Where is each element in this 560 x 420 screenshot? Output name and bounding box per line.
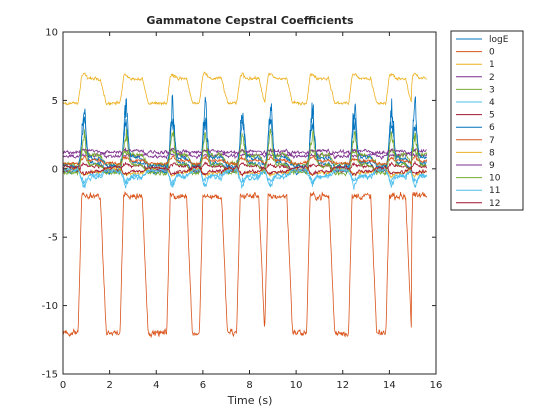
legend-label-6: 6 xyxy=(489,123,495,133)
x-tick-label: 6 xyxy=(200,380,206,391)
legend-label-1: 1 xyxy=(489,60,495,70)
x-tick-label: 4 xyxy=(153,380,159,391)
x-axis-ticks: 0 2 4 6 8 10 12 14 16 xyxy=(60,32,443,391)
legend-label-11: 11 xyxy=(489,186,500,196)
legend-label-7: 7 xyxy=(489,136,495,146)
legend-label-3: 3 xyxy=(489,85,495,95)
series-line-12 xyxy=(62,164,427,177)
legend-label-12: 12 xyxy=(489,199,500,209)
legend-label-logE: logE xyxy=(489,35,509,45)
x-tick-label: 12 xyxy=(336,380,349,391)
y-tick-label: -15 xyxy=(42,370,58,381)
legend-label-10: 10 xyxy=(489,174,501,184)
series-line-10 xyxy=(62,128,427,177)
series-layer xyxy=(62,71,428,339)
chart-title: Gammatone Cepstral Coefficients xyxy=(146,14,354,27)
x-axis-label: Time (s) xyxy=(227,394,273,407)
x-tick-label: 14 xyxy=(383,380,396,391)
legend-label-9: 9 xyxy=(489,161,495,171)
x-tick-label: 8 xyxy=(246,380,252,391)
y-tick-label: 5 xyxy=(52,96,58,107)
y-tick-label: 10 xyxy=(45,28,58,39)
legend-label-8: 8 xyxy=(489,148,495,158)
series-line-0 xyxy=(62,191,428,339)
x-tick-label: 2 xyxy=(106,380,112,391)
series-line-1 xyxy=(62,71,427,107)
y-tick-label: 0 xyxy=(52,164,58,175)
x-tick-label: 16 xyxy=(430,380,443,391)
legend-box xyxy=(450,30,524,211)
series-line-5 xyxy=(62,160,428,174)
x-tick-label: 10 xyxy=(290,380,303,391)
y-axis-ticks: 10 5 0 -5 -10 -15 xyxy=(42,28,436,381)
series-line-8 xyxy=(62,165,427,179)
series-line-7 xyxy=(62,154,428,167)
x-tick-label: 0 xyxy=(60,380,66,391)
y-tick-label: -5 xyxy=(48,233,58,244)
y-tick-label: -10 xyxy=(42,301,58,312)
legend-label-0: 0 xyxy=(489,48,495,58)
plot-area xyxy=(63,32,436,374)
legend-label-4: 4 xyxy=(489,98,495,108)
series-line-11 xyxy=(62,166,428,190)
series-line-6 xyxy=(62,116,428,170)
legend-label-5: 5 xyxy=(489,111,495,121)
legend-label-2: 2 xyxy=(489,73,495,83)
